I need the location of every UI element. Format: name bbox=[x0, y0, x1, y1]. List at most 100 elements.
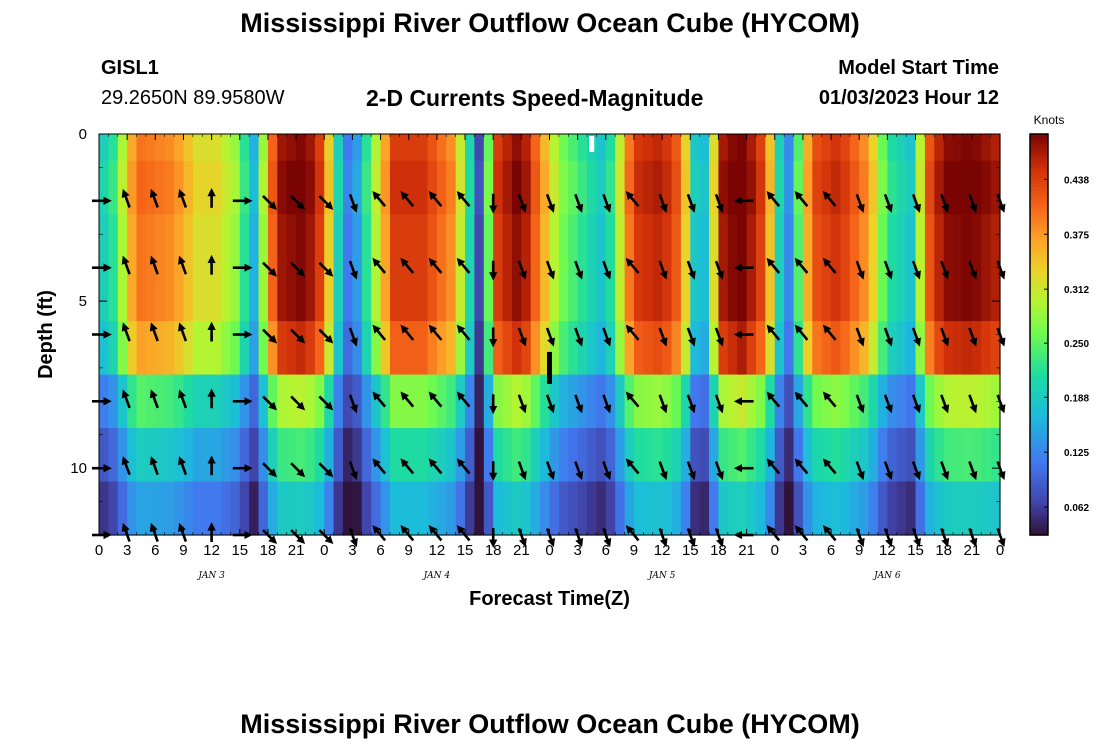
heatmap-cell bbox=[699, 160, 710, 215]
colorbar-segment bbox=[1030, 160, 1048, 165]
heatmap-cell bbox=[155, 160, 166, 215]
heatmap-cell bbox=[99, 160, 109, 215]
heatmap-cell bbox=[755, 321, 766, 376]
heatmap-cell bbox=[568, 160, 579, 215]
heatmap-cell bbox=[465, 428, 476, 483]
colorbar-tick-label: 0.312 bbox=[1064, 285, 1089, 296]
current-vector bbox=[400, 458, 415, 475]
heatmap-cell bbox=[436, 481, 447, 536]
heatmap-cell bbox=[755, 374, 766, 429]
heatmap-cell bbox=[361, 160, 372, 215]
heatmap-cell bbox=[906, 481, 917, 536]
heatmap-cell bbox=[211, 428, 222, 483]
heatmap-cell bbox=[981, 481, 992, 536]
heatmap-cell bbox=[868, 374, 879, 429]
heatmap-cell bbox=[502, 374, 513, 429]
heatmap-cell bbox=[981, 374, 992, 429]
heatmap-cell bbox=[887, 374, 898, 429]
colorbar-segment bbox=[1030, 387, 1048, 392]
colorbar-segment bbox=[1030, 334, 1048, 339]
heatmap-cell bbox=[990, 160, 1001, 215]
x-tick-label: 18 bbox=[485, 542, 502, 559]
x-tick-label: 0 bbox=[771, 542, 779, 559]
heatmap-cell bbox=[108, 321, 119, 376]
heatmap-cell bbox=[953, 160, 964, 215]
heatmap-cell bbox=[765, 134, 776, 162]
heatmap-cell bbox=[652, 160, 663, 215]
colorbar-segment bbox=[1030, 474, 1048, 479]
heatmap-cell bbox=[906, 374, 917, 429]
heatmap-cell bbox=[108, 428, 119, 483]
heatmap-cell bbox=[174, 321, 185, 376]
heatmap-cell bbox=[117, 134, 128, 162]
heatmap-cell bbox=[981, 428, 992, 483]
current-vector bbox=[822, 391, 837, 408]
heatmap-cell bbox=[943, 134, 954, 162]
heatmap-cell bbox=[296, 267, 307, 322]
current-vector bbox=[178, 188, 188, 208]
colorbar-segment bbox=[1030, 147, 1048, 152]
heatmap-cell bbox=[633, 214, 644, 269]
heatmap-cell bbox=[408, 160, 419, 215]
heatmap-cell bbox=[511, 160, 522, 215]
heatmap-cell bbox=[812, 214, 823, 269]
heatmap-cell bbox=[906, 160, 917, 215]
current-vector bbox=[290, 328, 306, 344]
heatmap-cell bbox=[924, 428, 935, 483]
heatmap-cell bbox=[577, 134, 588, 162]
heatmap-cell bbox=[333, 321, 344, 376]
current-vector bbox=[602, 327, 612, 347]
heatmap-cell bbox=[521, 214, 532, 269]
heatmap-cell bbox=[943, 267, 954, 322]
heatmap-cell bbox=[802, 214, 813, 269]
heatmap-cell bbox=[183, 134, 194, 162]
colorbar-segment bbox=[1030, 404, 1048, 409]
heatmap-cell bbox=[596, 481, 607, 536]
heatmap-cell bbox=[277, 267, 288, 322]
heatmap-cell bbox=[624, 214, 635, 269]
heatmap-cell bbox=[333, 428, 344, 483]
heatmap-cell bbox=[258, 321, 269, 376]
x-tick-label: 3 bbox=[123, 542, 131, 559]
heatmap-cell bbox=[314, 428, 325, 483]
heatmap-cell bbox=[615, 374, 626, 429]
heatmap-cell bbox=[427, 321, 438, 376]
heatmap-cell bbox=[709, 134, 720, 162]
heatmap-cell bbox=[267, 428, 278, 483]
x-tick-label: 21 bbox=[738, 542, 755, 559]
heatmap-cell bbox=[709, 214, 720, 269]
heatmap-cell bbox=[587, 428, 598, 483]
colorbar-segment bbox=[1030, 431, 1048, 436]
heatmap-cell bbox=[389, 321, 400, 376]
heatmap-cell bbox=[971, 481, 982, 536]
heatmap-cell bbox=[465, 134, 476, 162]
current-vector bbox=[625, 391, 640, 408]
heatmap-cell bbox=[859, 374, 870, 429]
current-vector bbox=[968, 327, 978, 347]
heatmap-cell bbox=[718, 134, 729, 162]
heatmap-cell bbox=[765, 428, 776, 483]
heatmap-cell bbox=[755, 214, 766, 269]
heatmap-cell bbox=[924, 321, 935, 376]
heatmap-cell bbox=[971, 134, 982, 162]
heatmap-cell bbox=[540, 428, 551, 483]
heatmap-cell bbox=[155, 374, 166, 429]
heatmap-cell bbox=[136, 428, 147, 483]
heatmap-cell bbox=[399, 374, 410, 429]
colorbar-segment bbox=[1030, 227, 1048, 232]
colorbar-tick-label: 0.125 bbox=[1064, 448, 1089, 459]
colorbar-segment bbox=[1030, 468, 1048, 473]
heatmap-cell bbox=[117, 267, 128, 322]
heatmap-cell bbox=[436, 321, 447, 376]
current-vector bbox=[348, 327, 358, 347]
heatmap-cell bbox=[615, 214, 626, 269]
heatmap-cell bbox=[793, 428, 804, 483]
heatmap-cell bbox=[521, 481, 532, 536]
heatmap-cell bbox=[427, 428, 438, 483]
heatmap-cell bbox=[596, 374, 607, 429]
heatmap-cell bbox=[277, 134, 288, 162]
heatmap-cell bbox=[333, 160, 344, 215]
heatmap-cell bbox=[737, 160, 748, 215]
colorbar-segment bbox=[1030, 508, 1048, 513]
heatmap-cell bbox=[802, 267, 813, 322]
